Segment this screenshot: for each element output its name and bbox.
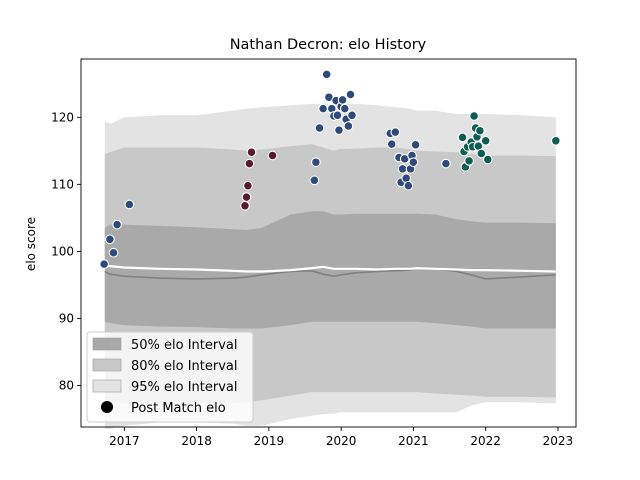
x-tick-label: 2022 [470,434,501,448]
legend-box [86,331,254,423]
point-a [332,110,343,121]
point-a [403,180,414,191]
y-axis-ticks: 80 90 100 110 120 [51,110,81,392]
post-match-points [99,69,561,269]
point-a [108,247,119,258]
point-a [311,157,321,168]
point-a [334,125,344,135]
legend-label-50: 50% elo Interval [131,338,238,353]
point-a [441,158,451,169]
point-a [408,157,419,168]
point-b [267,150,278,161]
x-tick-label: 2019 [254,434,285,448]
x-tick-label: 2021 [398,434,429,448]
band-50 [104,211,556,329]
point-a [343,121,354,131]
point-a [345,89,356,100]
x-tick-label: 2017 [109,434,140,448]
x-axis-ticks: 2017 2018 2019 2020 2021 2022 2023 [109,427,573,448]
y-tick-label: 110 [51,177,74,191]
point-a [347,110,357,121]
x-tick-label: 2018 [181,434,212,448]
point-a [314,123,325,133]
legend-label-80: 80% elo Interval [131,359,238,374]
x-tick-label: 2023 [543,434,574,448]
point-a [99,259,109,269]
point-a [112,219,122,230]
center-lines [104,265,556,280]
point-a [386,139,397,149]
y-tick-label: 120 [51,110,74,124]
point-a [339,103,350,114]
y-tick-label: 100 [51,244,74,258]
point-c [476,148,487,159]
point-a [309,175,320,186]
x-tick-label: 2020 [326,434,357,448]
point-a [410,139,421,150]
point-b [243,180,253,191]
point-c [464,156,474,166]
point-a [124,199,135,210]
point-b [241,192,252,202]
legend-label-95: 95% elo Interval [131,380,238,395]
legend-marker-points [101,401,113,413]
point-c [475,125,485,136]
y-axis-label: elo score [24,217,38,271]
y-tick-label: 80 [59,378,74,392]
mean-line [104,266,556,280]
legend: 50% elo Interval 80% elo Interval 95% el… [86,331,254,423]
point-a [397,164,408,174]
point-b [244,158,255,169]
point-b [240,200,250,211]
legend-swatch-95 [92,379,122,393]
point-c [550,135,561,146]
point-a [318,103,328,114]
chart-title: Nathan Decron: elo History [230,37,427,53]
plot-frame [80,58,577,428]
point-c [480,135,491,146]
point-c [482,154,493,165]
legend-swatch-80 [92,358,122,372]
point-a [105,234,115,245]
point-c [457,132,468,143]
point-c [469,111,479,121]
point-b [246,147,257,158]
median-line [104,265,556,273]
legend-label-points: Post Match elo [131,401,226,416]
point-a [390,127,401,137]
legend-swatch-50 [92,337,122,351]
point-a [337,95,348,105]
y-tick-label: 90 [59,311,74,325]
point-a [321,69,332,80]
